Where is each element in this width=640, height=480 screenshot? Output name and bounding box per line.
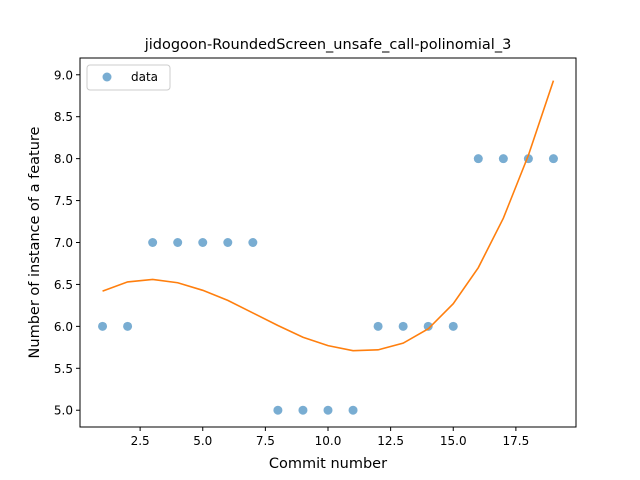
- x-axis-label: Commit number: [269, 456, 387, 472]
- data-point: [123, 321, 133, 331]
- legend-box: [86, 64, 171, 91]
- y-tick-label: 6.0: [54, 320, 73, 334]
- data-point: [298, 405, 308, 415]
- y-tick-label: 6.5: [54, 278, 73, 292]
- chart-title: jidogoon-RoundedScreen_unsafe_call-polin…: [144, 37, 512, 53]
- y-tick-label: 8.0: [54, 152, 73, 166]
- data-point: [323, 405, 333, 415]
- data-point: [173, 238, 183, 247]
- y-tick-label: 5.5: [54, 362, 73, 376]
- data-point: [448, 321, 458, 331]
- y-tick-label: 7.0: [54, 236, 73, 250]
- x-tick-label: 2.5: [131, 434, 150, 448]
- y-tick-label: 5.0: [54, 404, 73, 418]
- data-point: [273, 405, 283, 415]
- data-point: [423, 321, 433, 331]
- fit-line: [102, 80, 555, 352]
- data-point: [348, 405, 358, 415]
- y-axis-label: Number of instance of a feature: [27, 126, 43, 358]
- x-tick-label: 7.5: [256, 434, 275, 448]
- x-tick-label: 15.0: [440, 434, 467, 448]
- data-point: [498, 154, 508, 164]
- data-point: [248, 238, 258, 247]
- data-point: [223, 238, 233, 247]
- y-tick-label: 7.5: [54, 194, 73, 208]
- x-tick-label: 10.0: [315, 434, 342, 448]
- x-tick-label: 17.5: [503, 434, 530, 448]
- data-point: [398, 321, 408, 331]
- legend: data: [86, 64, 171, 91]
- y-tick-label: 9.0: [54, 68, 73, 82]
- data-point: [148, 238, 158, 247]
- legend-marker: [102, 72, 112, 82]
- data-point: [473, 154, 483, 164]
- data-point: [373, 321, 383, 331]
- axes-frame: [79, 57, 577, 428]
- y-tick-label: 8.5: [54, 110, 73, 124]
- data-point: [198, 238, 208, 247]
- x-tick-label: 12.5: [377, 434, 404, 448]
- data-point: [548, 154, 558, 164]
- legend-label: data: [131, 70, 158, 84]
- x-tick-label: 5.0: [193, 434, 212, 448]
- plot-area: 2.5 5.0 7.5 10.0 12.5 15.0 17.5 5.0 5.5 6.0 6.5 7.0…: [54, 68, 558, 448]
- data-point: [98, 321, 108, 331]
